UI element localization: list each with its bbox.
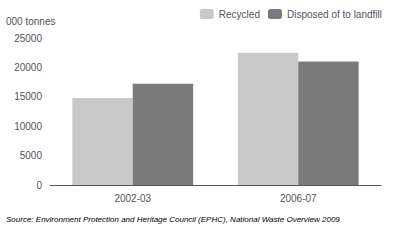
svg-text:5000: 5000: [20, 150, 43, 161]
svg-text:2006-07: 2006-07: [280, 193, 317, 204]
svg-text:2002-03: 2002-03: [114, 193, 151, 204]
svg-text:Recycled: Recycled: [219, 9, 260, 20]
svg-text:000 tonnes: 000 tonnes: [6, 16, 56, 27]
svg-text:25000: 25000: [14, 33, 42, 44]
svg-text:20000: 20000: [14, 62, 42, 73]
svg-text:Source: Environment Protection: Source: Environment Protection and Herit…: [6, 215, 340, 224]
svg-text:Disposed of to landfill: Disposed of to landfill: [287, 9, 382, 20]
svg-text:0: 0: [36, 180, 42, 191]
svg-text:15000: 15000: [14, 91, 42, 102]
svg-text:10000: 10000: [14, 121, 42, 132]
